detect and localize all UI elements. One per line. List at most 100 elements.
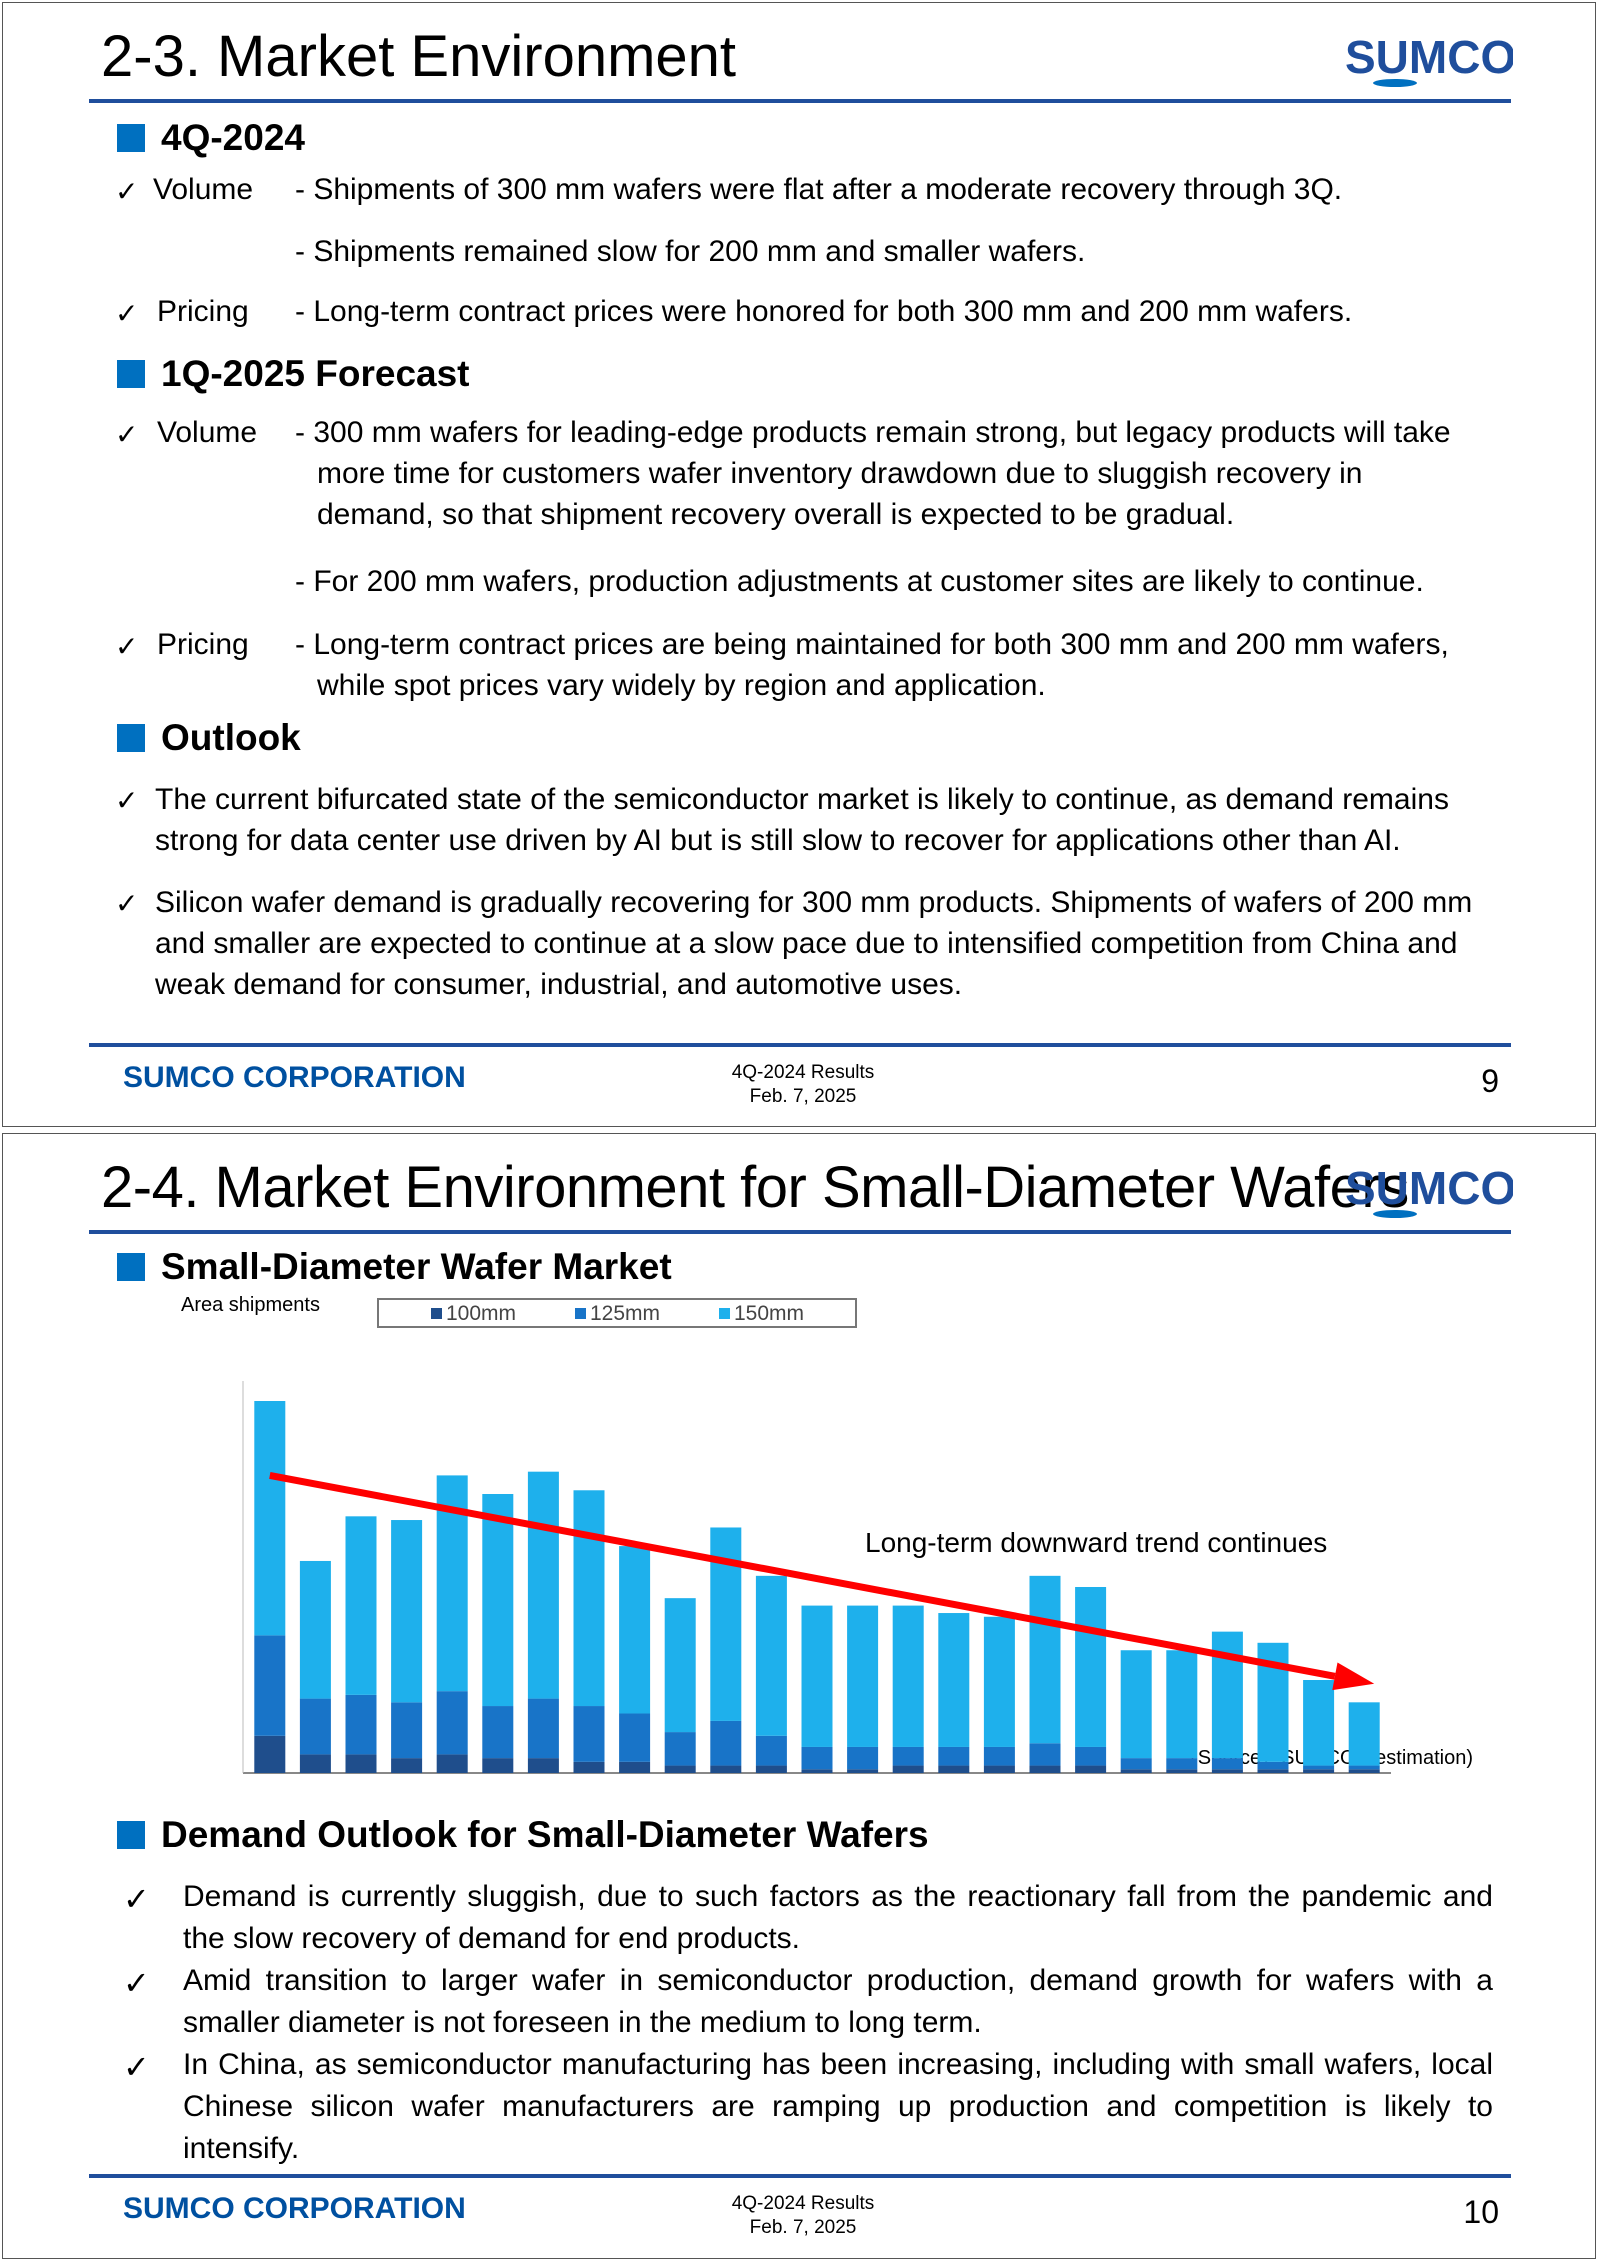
check-icon: ✓ <box>115 419 139 450</box>
legend-item-100mm: 100mm <box>431 1302 516 1326</box>
footer-company: SUMCO CORPORATION <box>123 1061 466 1094</box>
section-heading-forecast: 1Q-2025 Forecast <box>117 353 470 395</box>
bar-125mm-2004 <box>436 1691 468 1755</box>
bar-150mm-2019 <box>1120 1650 1152 1759</box>
footer-date: Feb. 7, 2025 <box>749 2217 857 2238</box>
section-heading-demand: Demand Outlook for Small-Diameter Wafers <box>117 1814 929 1856</box>
sumco-logo: SUMCO <box>1345 31 1513 87</box>
forecast-pricing-text: - Long-term contract prices are being ma… <box>295 628 1449 702</box>
footer-doc-info: 4Q-2024 Results Feb. 7, 2025 <box>703 2192 903 2240</box>
slide-small-diameter-wafers: 2-4. Market Environment for Small-Diamet… <box>2 1133 1596 2259</box>
bar-150mm-2009 <box>664 1598 696 1733</box>
bar-125mm-2019 <box>1120 1758 1152 1770</box>
bar-150mm-2020 <box>1166 1650 1198 1759</box>
bar-125mm-2018 <box>1075 1746 1107 1766</box>
slide-market-environment: 2-3. Market Environment SUMCO 4Q-2024 ✓ … <box>2 2 1596 1127</box>
volume-line-2: - Shipments remained slow for 200 mm and… <box>295 235 1086 268</box>
check-icon: ✓ <box>123 1965 150 2001</box>
bullet-square-icon <box>117 724 145 752</box>
bar-100mm-2010 <box>710 1765 742 1773</box>
legend-item-150mm: 150mm <box>719 1302 804 1326</box>
bar-125mm-2010 <box>710 1720 742 1766</box>
demand-point-3: In China, as semiconductor manufacturing… <box>183 2048 1493 2165</box>
bar-100mm-2018 <box>1075 1765 1107 1773</box>
bar-100mm-2024 <box>1348 1769 1380 1773</box>
bar-150mm-2014 <box>892 1605 924 1747</box>
check-icon: ✓ <box>123 1881 150 1917</box>
footer-company: SUMCO CORPORATION <box>123 2192 466 2225</box>
bar-100mm-2012 <box>801 1769 833 1773</box>
check-icon: ✓ <box>115 785 139 816</box>
footer-divider <box>89 1043 1511 1047</box>
bar-100mm-2005 <box>482 1758 514 1773</box>
bar-100mm-2022 <box>1257 1769 1289 1773</box>
forecast-volume-text-2: - For 200 mm wafers, production adjustme… <box>295 565 1424 598</box>
trend-arrow-head <box>1332 1662 1375 1691</box>
bar-125mm-2014 <box>892 1746 924 1766</box>
bar-100mm-2016 <box>983 1765 1015 1773</box>
bar-150mm-2003 <box>391 1520 423 1703</box>
bar-100mm-2001 <box>299 1754 331 1773</box>
bar-100mm-2008 <box>619 1761 651 1773</box>
bar-125mm-2003 <box>391 1702 423 1759</box>
bar-125mm-2016 <box>983 1746 1015 1766</box>
pricing-line: - Long-term contract prices were honored… <box>295 295 1353 328</box>
bar-150mm-2008 <box>619 1546 651 1714</box>
bar-125mm-2024 <box>1348 1765 1380 1770</box>
section-heading-4q2024: 4Q-2024 <box>117 117 305 159</box>
check-icon: ✓ <box>115 631 139 662</box>
bar-150mm-2015 <box>938 1613 970 1747</box>
bar-150mm-2017 <box>1029 1575 1061 1744</box>
check-icon: ✓ <box>123 2049 150 2085</box>
sumco-logo: SUMCO <box>1345 1162 1513 1218</box>
volume-line-1: - Shipments of 300 mm wafers were flat a… <box>295 173 1343 206</box>
bar-125mm-2005 <box>482 1706 514 1759</box>
bar-150mm-2002 <box>345 1516 377 1695</box>
bar-125mm-2007 <box>573 1706 605 1762</box>
check-icon: ✓ <box>115 298 139 329</box>
bar-100mm-2015 <box>938 1765 970 1773</box>
bar-150mm-2016 <box>983 1616 1015 1747</box>
bar-150mm-2001 <box>299 1560 331 1699</box>
bar-100mm-2006 <box>527 1758 559 1773</box>
bar-100mm-2011 <box>755 1765 787 1773</box>
logo-text: SUMCO <box>1345 31 1513 83</box>
outlook-point-2: Silicon wafer demand is gradually recove… <box>155 886 1473 1001</box>
bar-150mm-2024 <box>1348 1702 1380 1766</box>
bar-125mm-2000 <box>254 1635 286 1736</box>
forecast-volume-text-1: - 300 mm wafers for leading-edge product… <box>295 416 1451 531</box>
bar-125mm-2020 <box>1166 1758 1198 1770</box>
y-axis-label: Area shipments <box>181 1294 320 1316</box>
section-heading-market: Small-Diameter Wafer Market <box>117 1246 672 1288</box>
bar-125mm-2009 <box>664 1732 696 1766</box>
legend-item-125mm: 125mm <box>575 1302 660 1326</box>
small-diameter-wafer-chart: Area shipments （Source：SUMCO’s estimatio… <box>181 1294 1473 1774</box>
bar-125mm-2015 <box>938 1746 970 1766</box>
demand-point-2: Amid transition to larger wafer in semic… <box>183 1964 1493 2039</box>
bar-100mm-2014 <box>892 1765 924 1773</box>
bar-100mm-2002 <box>345 1754 377 1773</box>
title-divider <box>89 99 1511 103</box>
volume-label: Volume <box>153 173 254 206</box>
forecast-pricing-label: Pricing <box>157 628 249 661</box>
page-title: 2-4. Market Environment for Small-Diamet… <box>101 1155 1409 1220</box>
footer-date: Feb. 7, 2025 <box>749 1086 857 1107</box>
bar-125mm-2022 <box>1257 1761 1289 1770</box>
bar-125mm-2006 <box>527 1698 559 1759</box>
check-icon: ✓ <box>115 176 139 207</box>
bar-125mm-2017 <box>1029 1743 1061 1766</box>
bar-125mm-2023 <box>1303 1765 1335 1770</box>
bar-125mm-2013 <box>847 1746 879 1770</box>
bullet-square-icon <box>117 1253 145 1281</box>
bar-125mm-2021 <box>1211 1758 1243 1770</box>
bar-150mm-2007 <box>573 1490 605 1707</box>
logo-text: SUMCO <box>1345 1162 1513 1214</box>
footer-doc-title: 4Q-2024 Results <box>731 1062 875 1083</box>
footer-doc-title: 4Q-2024 Results <box>731 2193 875 2214</box>
bar-100mm-2007 <box>573 1761 605 1773</box>
bar-125mm-2011 <box>755 1735 787 1766</box>
bar-100mm-2020 <box>1166 1769 1198 1773</box>
bar-100mm-2000 <box>254 1735 286 1773</box>
check-icon: ✓ <box>115 888 139 919</box>
page-title: 2-3. Market Environment <box>101 24 737 89</box>
